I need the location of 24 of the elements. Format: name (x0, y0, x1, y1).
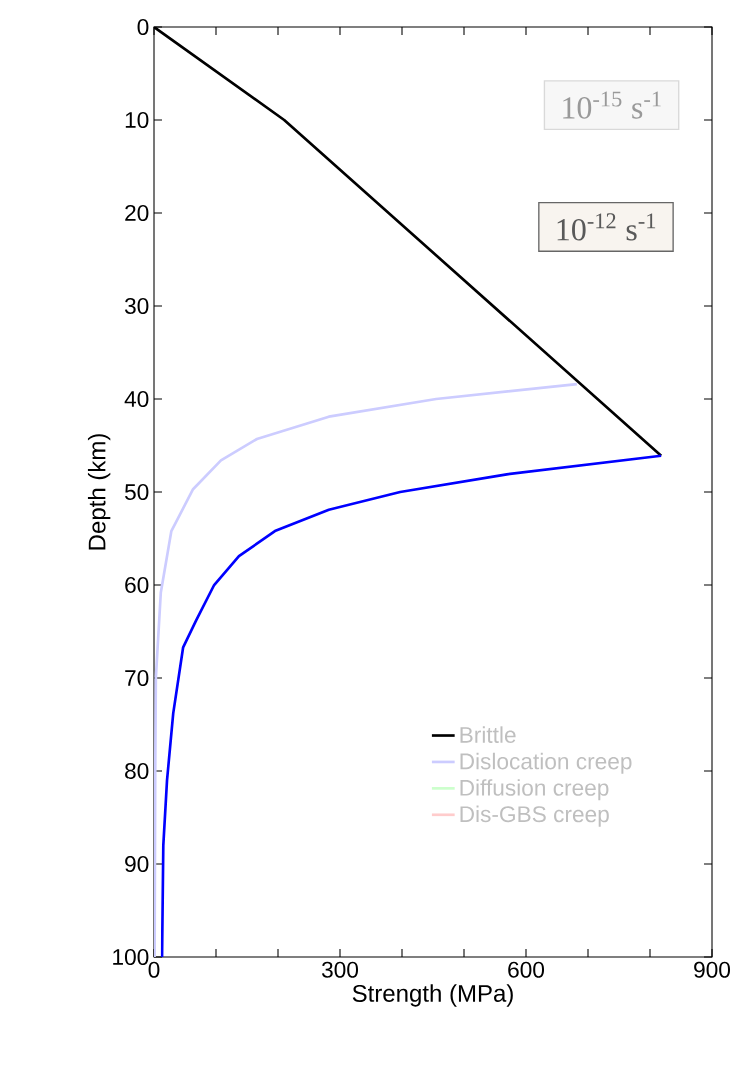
y-tick-label: 90 (125, 855, 149, 873)
y-tick-label: 70 (125, 669, 149, 687)
y-tick-label: 30 (124, 297, 149, 315)
y-tick-label: 40 (124, 390, 149, 408)
legend-label: Brittle (460, 726, 516, 743)
x-tick-label: 600 (508, 961, 545, 978)
x-axis-title: Strength (MPa) (352, 984, 513, 1007)
y-tick-label: 100 (113, 948, 149, 966)
x-tick-label: 0 (148, 961, 160, 978)
x-tick-label: 900 (694, 961, 731, 978)
line-series (160, 454, 663, 958)
legend-label: Diffusion creep (460, 779, 609, 801)
legend-label: Dislocation creep (460, 752, 632, 774)
y-tick-label: 10 (125, 111, 149, 129)
legend-label: Dis-GBS creep (460, 805, 609, 827)
annotation: 10$^{-15}$ s$^{-1}$ (563, 91, 661, 119)
x-tick-label: 300 (321, 961, 359, 978)
y-axis-title: Depth (km) (87, 434, 111, 550)
y-tick-label: 80 (125, 762, 149, 780)
y-tick-label: 20 (125, 204, 149, 222)
y-tick-label: 0 (137, 18, 149, 36)
y-tick-label: 60 (125, 576, 149, 594)
y-tick-label: 50 (124, 483, 149, 501)
annotation: 10$^{-12}$ s$^{-1}$ (557, 213, 656, 241)
